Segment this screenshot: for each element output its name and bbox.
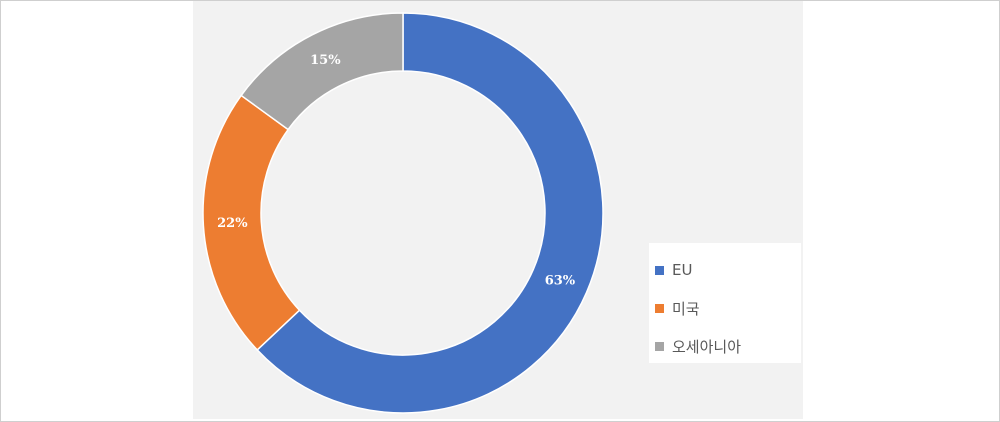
legend-label: 오세아니아 [672,337,742,356]
legend-label: 미국 [672,299,700,318]
slice-label-1: 63% [545,273,576,288]
donut-slice-1 [256,12,604,414]
slice-label-2: 22% [217,216,248,231]
donut-slice-3 [240,12,404,131]
legend-swatch [655,265,664,275]
slice-label-3: 15% [310,53,341,68]
donut-chart: 63% 22% 15% [202,12,604,414]
legend-swatch [655,303,664,313]
legend-label: EU [672,261,693,279]
legend-item-3: 오세아니아 [649,327,801,365]
chart-area: 63% 22% 15% [193,1,803,419]
legend-swatch [655,341,664,351]
legend-item-1: EU [649,251,801,289]
legend-item-2: 미국 [649,289,801,327]
